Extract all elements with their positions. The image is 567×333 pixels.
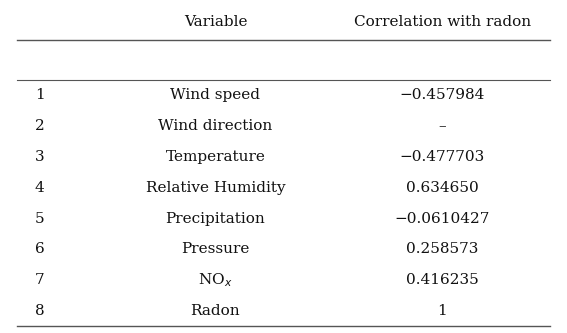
Text: 5: 5	[35, 211, 44, 225]
Text: −0.0610427: −0.0610427	[395, 211, 490, 225]
Text: Temperature: Temperature	[166, 150, 265, 164]
Text: Wind speed: Wind speed	[171, 88, 260, 102]
Text: Correlation with radon: Correlation with radon	[354, 15, 531, 29]
Text: 1: 1	[35, 88, 45, 102]
Text: 1: 1	[437, 304, 447, 318]
Text: Wind direction: Wind direction	[158, 119, 273, 133]
Text: 8: 8	[35, 304, 44, 318]
Text: 3: 3	[35, 150, 44, 164]
Text: 2: 2	[35, 119, 45, 133]
Text: 4: 4	[35, 181, 45, 195]
Text: Pressure: Pressure	[181, 242, 249, 256]
Text: −0.457984: −0.457984	[400, 88, 485, 102]
Text: Variable: Variable	[184, 15, 247, 29]
Text: 0.416235: 0.416235	[406, 273, 479, 287]
Text: −0.477703: −0.477703	[400, 150, 485, 164]
Text: Precipitation: Precipitation	[166, 211, 265, 225]
Text: 7: 7	[35, 273, 44, 287]
Text: 6: 6	[35, 242, 45, 256]
Text: Radon: Radon	[191, 304, 240, 318]
Text: NO$_x$: NO$_x$	[198, 271, 232, 289]
Text: 0.634650: 0.634650	[406, 181, 479, 195]
Text: –: –	[438, 119, 446, 133]
Text: 0.258573: 0.258573	[406, 242, 479, 256]
Text: Relative Humidity: Relative Humidity	[146, 181, 285, 195]
